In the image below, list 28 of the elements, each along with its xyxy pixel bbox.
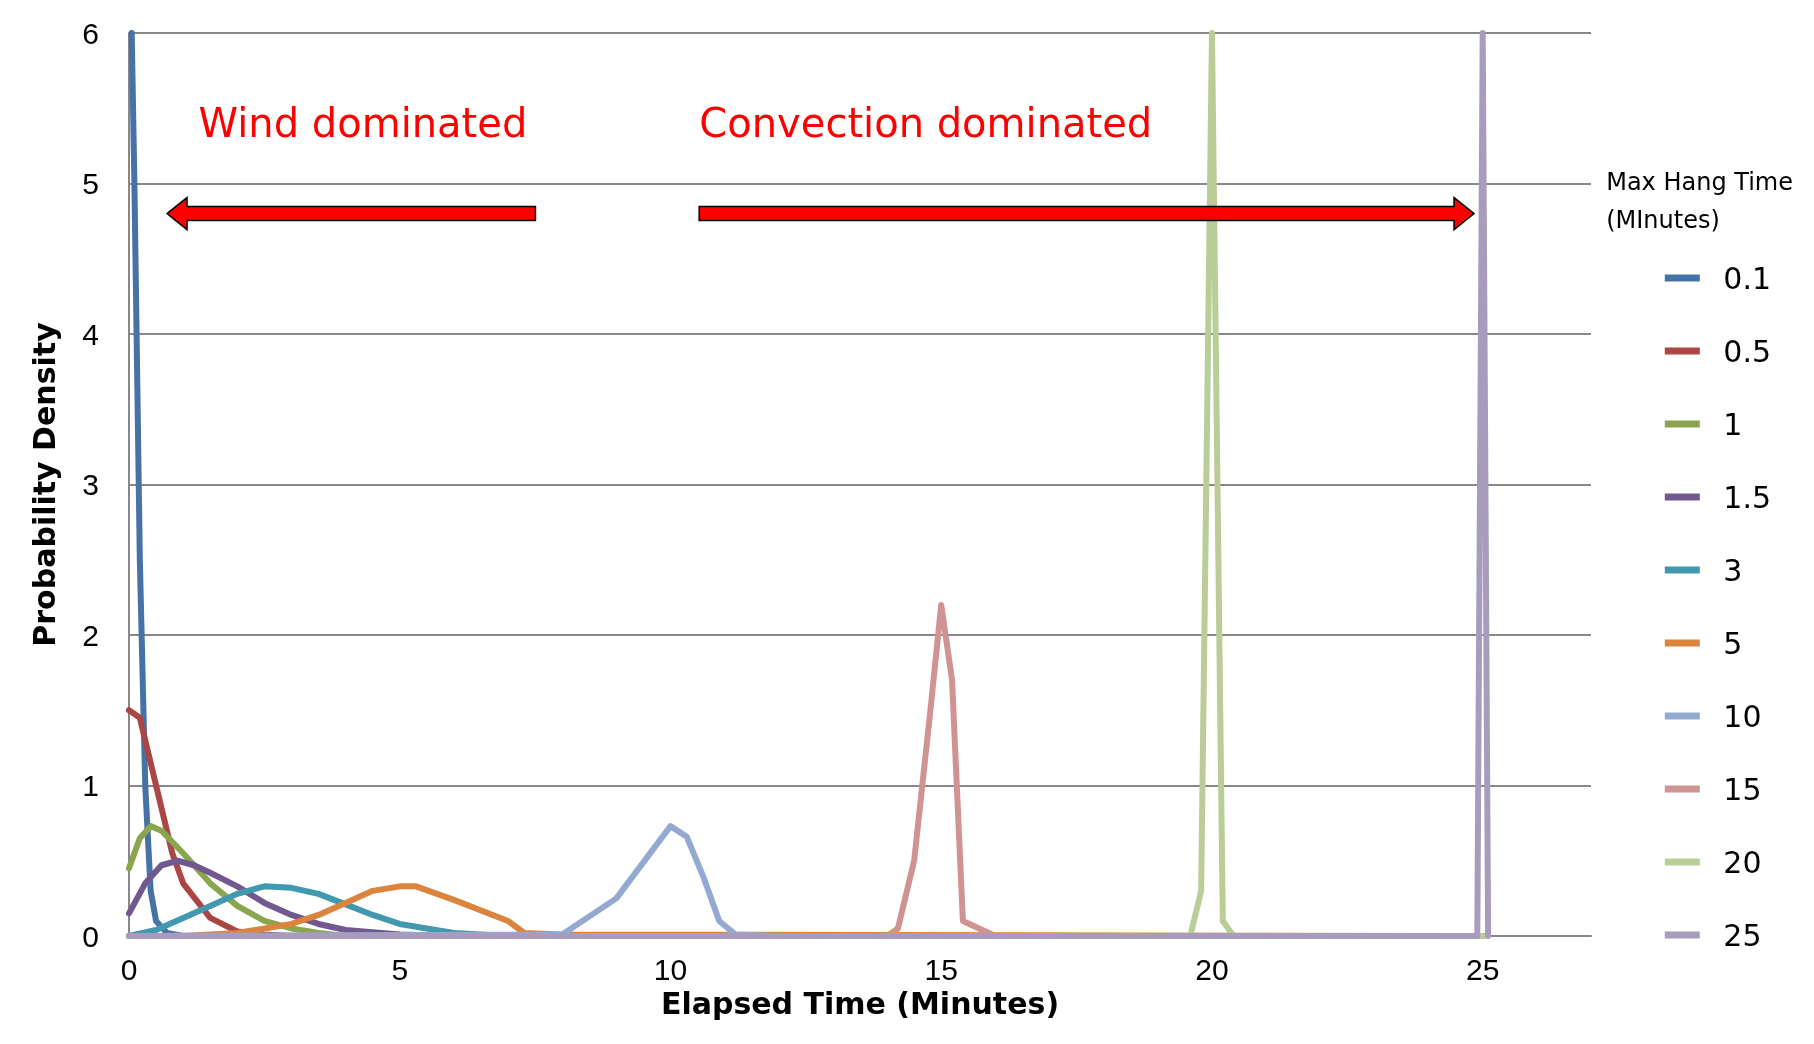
x-tick-label: 25 (1466, 952, 1500, 986)
x-axis-title: Elapsed Time (Minutes) (660, 986, 1060, 1022)
x-tick-label: 0 (120, 952, 138, 986)
y-axis-title: Probability Density (26, 321, 62, 647)
x-tick-label: 10 (653, 952, 688, 986)
x-tick-label: 5 (391, 952, 409, 986)
x-tick-label: 15 (924, 952, 958, 986)
y-tick-label: 2 (82, 618, 99, 652)
y-tick-label: 0 (82, 919, 99, 953)
y-tick-label: 4 (82, 317, 99, 351)
legend-label: 20 (1723, 844, 1762, 880)
legend-label: 25 (1723, 917, 1762, 953)
legend-label: 0.5 (1723, 333, 1772, 369)
y-tick-label: 5 (82, 167, 99, 200)
x-tick-label: 20 (1195, 952, 1229, 986)
annotation: Convection dominated (699, 100, 1153, 147)
legend-label: 0.1 (1723, 260, 1772, 296)
legend-label: 1.5 (1723, 479, 1772, 515)
legend-title: Max Hang Time (MInutes) (1606, 168, 1793, 234)
legend-label: 15 (1723, 771, 1762, 807)
annotation: Wind dominated (198, 100, 528, 147)
y-tick-label: 1 (82, 769, 99, 802)
legend-label: 10 (1723, 698, 1762, 734)
legend-label: 1 (1723, 406, 1743, 442)
y-tick-label: 3 (82, 468, 99, 501)
legend-label: 3 (1723, 552, 1743, 588)
legend-label: 5 (1723, 625, 1743, 661)
y-tick-label: 6 (82, 16, 99, 50)
